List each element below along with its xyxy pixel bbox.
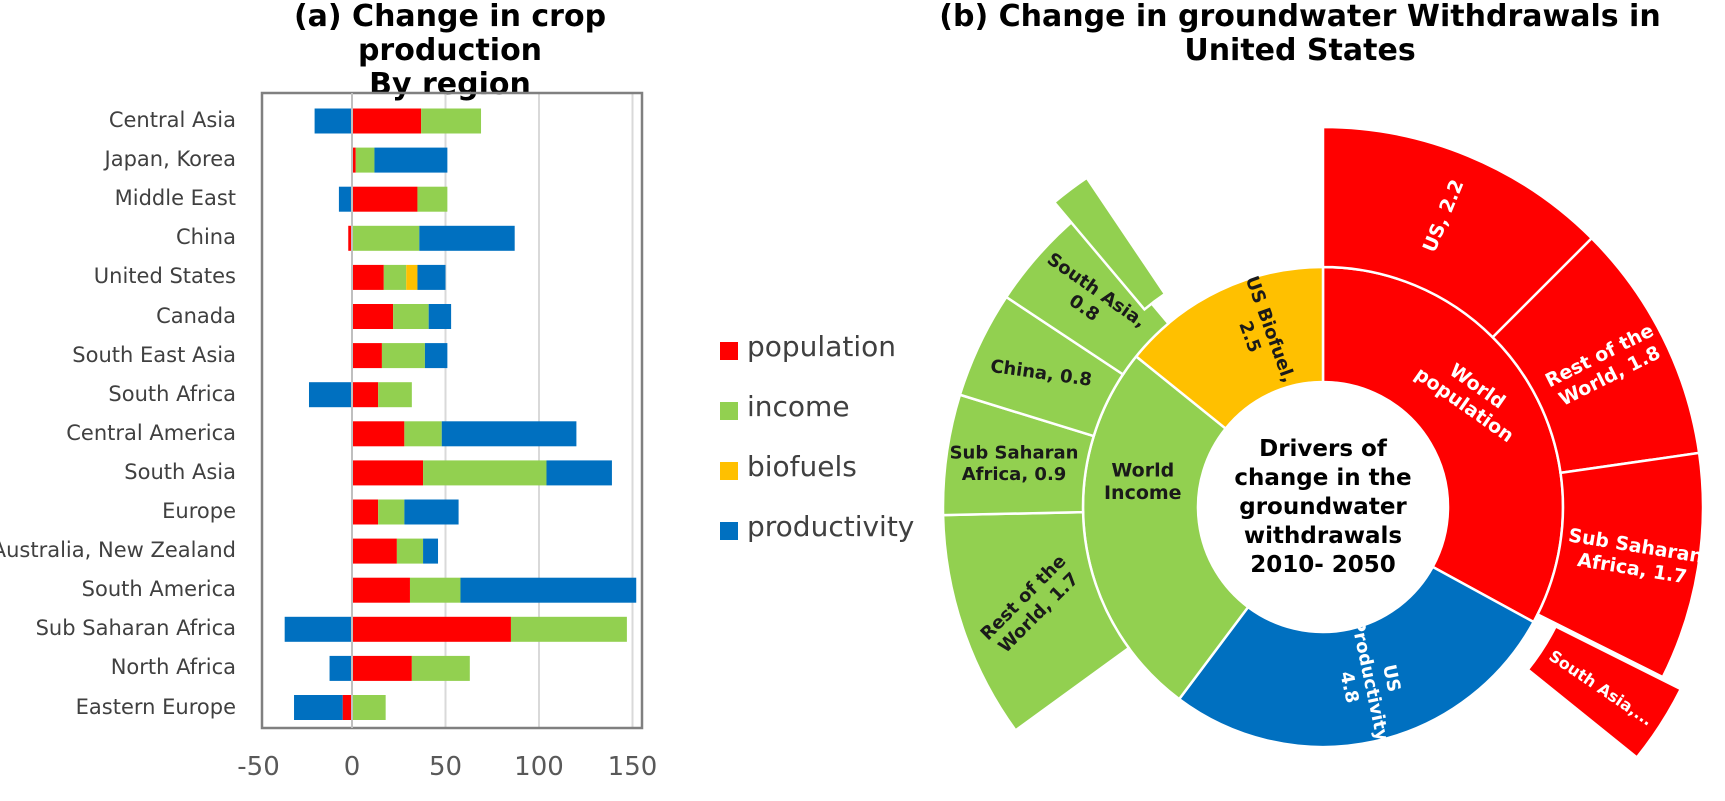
chart-a-title-line1: (a) Change in crop production xyxy=(293,0,607,68)
category-label: North Africa xyxy=(110,655,236,680)
plot-frame xyxy=(260,91,644,730)
x-tick-label: 100 xyxy=(514,752,564,782)
bar-biofuels xyxy=(406,264,418,290)
bar-population xyxy=(342,695,352,720)
bar-income xyxy=(510,616,627,642)
bar-population xyxy=(352,186,418,212)
category-label: Sub Saharan Africa xyxy=(35,616,236,641)
category-label: Japan, Korea xyxy=(104,147,236,172)
bar-income xyxy=(378,382,412,408)
bar-productivity xyxy=(423,538,439,564)
category-label: China xyxy=(176,225,236,250)
category-label: Middle East xyxy=(114,186,236,211)
category-label: Central America xyxy=(66,420,236,445)
bar-productivity xyxy=(424,343,448,369)
chart-a-title: (a) Change in crop production By region xyxy=(200,0,700,102)
bar-population xyxy=(352,655,412,681)
category-label: South America xyxy=(81,577,236,602)
category-label: United States xyxy=(93,264,236,289)
bar-productivity xyxy=(428,304,452,329)
bar-income xyxy=(409,577,461,603)
category-label: Canada xyxy=(156,303,236,328)
bar-income xyxy=(421,108,482,134)
legend-swatch xyxy=(720,342,738,360)
bar-productivity xyxy=(546,460,612,486)
category-label: South Asia xyxy=(124,459,236,484)
bar-population xyxy=(352,304,394,329)
legend-label: income xyxy=(747,390,850,423)
bar-income xyxy=(378,499,405,525)
chart-b-title-line2: United States xyxy=(1184,33,1416,68)
category-label: Central Asia xyxy=(108,108,236,132)
bar-population xyxy=(352,343,382,369)
bar-population xyxy=(352,108,422,134)
chart-b-title-line1: (b) Change in groundwater Withdrawals in xyxy=(939,0,1661,34)
bar-productivity xyxy=(419,225,515,251)
bar-income xyxy=(393,304,429,329)
bar-population xyxy=(352,421,405,447)
category-label: Europe xyxy=(162,499,236,523)
bar-population xyxy=(348,225,352,251)
bar-productivity xyxy=(441,421,577,447)
bar-population xyxy=(352,538,397,564)
legend-swatch xyxy=(720,462,738,480)
bar-population xyxy=(352,147,356,173)
x-tick-label: -50 xyxy=(237,752,280,782)
legend-label: productivity xyxy=(747,510,915,543)
x-tick-label: 150 xyxy=(607,752,658,782)
bar-income xyxy=(411,655,470,681)
bar-income xyxy=(404,421,442,447)
chart-a-title-line2: By region xyxy=(369,67,531,102)
bar-productivity xyxy=(294,695,343,720)
chart-b-title: (b) Change in groundwater Withdrawals in… xyxy=(930,0,1670,68)
legend-label: population xyxy=(747,330,896,363)
bar-income xyxy=(352,225,420,251)
bar-population xyxy=(352,577,410,603)
bar-income xyxy=(396,538,424,564)
bar-productivity xyxy=(460,577,637,603)
bar-productivity xyxy=(417,264,446,290)
category-label: South Africa xyxy=(108,381,236,406)
bar-income xyxy=(417,186,448,212)
bar-productivity xyxy=(314,108,352,134)
bar-population xyxy=(352,382,379,408)
bar-productivity xyxy=(404,499,459,525)
category-axis: Central Asia Japan, Korea Middle East China… xyxy=(0,0,236,760)
legend-label: biofuels xyxy=(747,450,857,483)
bar-income xyxy=(381,343,425,369)
bar-population xyxy=(352,616,511,642)
legend-swatch xyxy=(720,402,738,420)
bar-population xyxy=(352,460,424,486)
x-tick-label: 0 xyxy=(343,752,361,782)
bar-population xyxy=(352,499,379,525)
x-tick-label: 50 xyxy=(428,752,463,782)
bar-income xyxy=(352,695,386,720)
category-label: Eastern Europe xyxy=(75,694,236,719)
bar-population xyxy=(352,264,384,290)
bar-productivity xyxy=(338,186,352,212)
bar-income xyxy=(383,264,407,290)
bar-income xyxy=(355,147,375,173)
bar-income xyxy=(423,460,547,486)
legend-swatch xyxy=(720,522,738,540)
bar-productivity xyxy=(374,147,448,173)
category-label: Australia, New Zealand xyxy=(0,538,236,563)
bar-productivity xyxy=(308,382,352,408)
category-label: South East Asia xyxy=(72,342,236,367)
bar-productivity xyxy=(284,616,352,642)
bar-productivity xyxy=(329,655,352,681)
